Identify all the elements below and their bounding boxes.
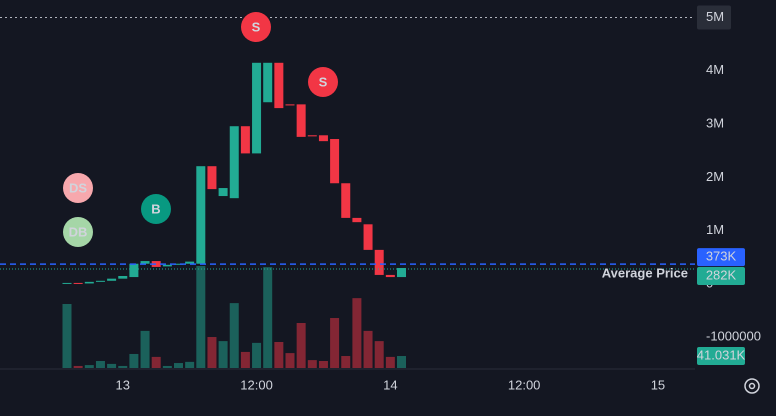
candle-body [84, 281, 94, 284]
volume-bar [363, 330, 373, 368]
volume-bar [296, 322, 306, 368]
trade-marker [308, 67, 338, 97]
candle-body [385, 274, 395, 278]
candle-body [341, 183, 351, 218]
candle-body [185, 261, 195, 264]
volume-bar [174, 363, 183, 368]
candle-body [397, 268, 406, 278]
y-tick-label: 5M [706, 9, 724, 24]
volume-bar [330, 318, 340, 368]
candle-body [285, 104, 295, 106]
volume-label: 41.031K [697, 347, 746, 362]
volume-bar [341, 356, 351, 368]
candle-body [73, 282, 83, 284]
trade-marker [241, 12, 271, 42]
trade-marker [63, 173, 93, 203]
volume-bar [62, 303, 72, 368]
volume-bar [218, 341, 228, 368]
volume-bar [129, 353, 139, 368]
candle-body [296, 104, 306, 137]
volume-label-box [697, 347, 745, 366]
price-label-box [697, 266, 745, 285]
volume-bar [385, 356, 395, 368]
x-tick-label: 14 [383, 377, 397, 392]
candle-body [330, 139, 340, 184]
volume-bar [107, 363, 117, 368]
candle-body [363, 224, 373, 250]
volume-bar [397, 356, 406, 368]
volume-bar [252, 342, 262, 368]
volume-bar [307, 360, 317, 368]
volume-bar [84, 365, 94, 368]
y-tick-label: 2M [706, 169, 724, 184]
volume-bar [118, 365, 128, 368]
candle-body [318, 135, 328, 142]
price-line-name: Average Price [602, 265, 688, 280]
candle-body [274, 62, 284, 109]
volume-bar [207, 337, 217, 368]
volume-bar [151, 356, 161, 368]
volume-bar [374, 341, 384, 368]
volume-bar [229, 303, 239, 368]
trade-marker [141, 194, 171, 224]
candle-body [129, 263, 139, 278]
y-tick-label: 1M [706, 222, 724, 237]
trade-marker-label: S [319, 74, 328, 89]
candle-body [174, 263, 183, 265]
candle-body [62, 282, 72, 284]
x-tick-label: 12:00 [508, 377, 541, 392]
volume-bar [73, 365, 83, 368]
price-label-box [697, 248, 745, 267]
x-tick-label: 15 [651, 377, 665, 392]
candle-body [229, 126, 239, 199]
candle-body [263, 62, 273, 103]
y-tick-label: 4M [706, 62, 724, 77]
volume-bar [318, 360, 328, 368]
candle-body [374, 249, 384, 275]
volume-bar [95, 360, 105, 368]
candle-body [307, 135, 317, 137]
candle-body [196, 166, 206, 264]
trade-marker-label: DB [69, 224, 88, 239]
volume-bar [274, 341, 284, 368]
volume-bar [185, 361, 195, 368]
candle-body [107, 278, 117, 281]
volume-bar [140, 330, 150, 368]
x-tick-label: 12:00 [240, 377, 273, 392]
x-tick-label: 13 [116, 377, 130, 392]
candle-body [151, 261, 161, 267]
tick-highlight [697, 5, 731, 30]
trade-marker-label: S [252, 19, 261, 34]
y-tick-label: 3M [706, 116, 724, 131]
candle-body [140, 261, 150, 264]
trade-marker-label: B [151, 201, 160, 216]
candle-body [95, 280, 105, 282]
candle-body [162, 264, 172, 267]
volume-bar [240, 351, 250, 368]
volume-bar [352, 298, 362, 368]
volume-bar [196, 266, 206, 368]
price-label: 282K [706, 267, 737, 282]
y-tick-label: -1000000 [706, 329, 761, 344]
trade-marker [63, 217, 93, 247]
volume-bar [162, 365, 172, 368]
candle-body [218, 188, 228, 197]
trade-marker-label: DS [69, 180, 87, 195]
candle-body [352, 217, 362, 223]
candle-body [118, 276, 128, 279]
settings-icon[interactable] [744, 378, 760, 394]
candle-body [240, 126, 250, 154]
price-label: 373K [706, 249, 737, 264]
volume-bar [263, 267, 273, 368]
candle-body [207, 166, 217, 190]
candle-body [252, 62, 262, 154]
volume-bar [285, 353, 295, 368]
